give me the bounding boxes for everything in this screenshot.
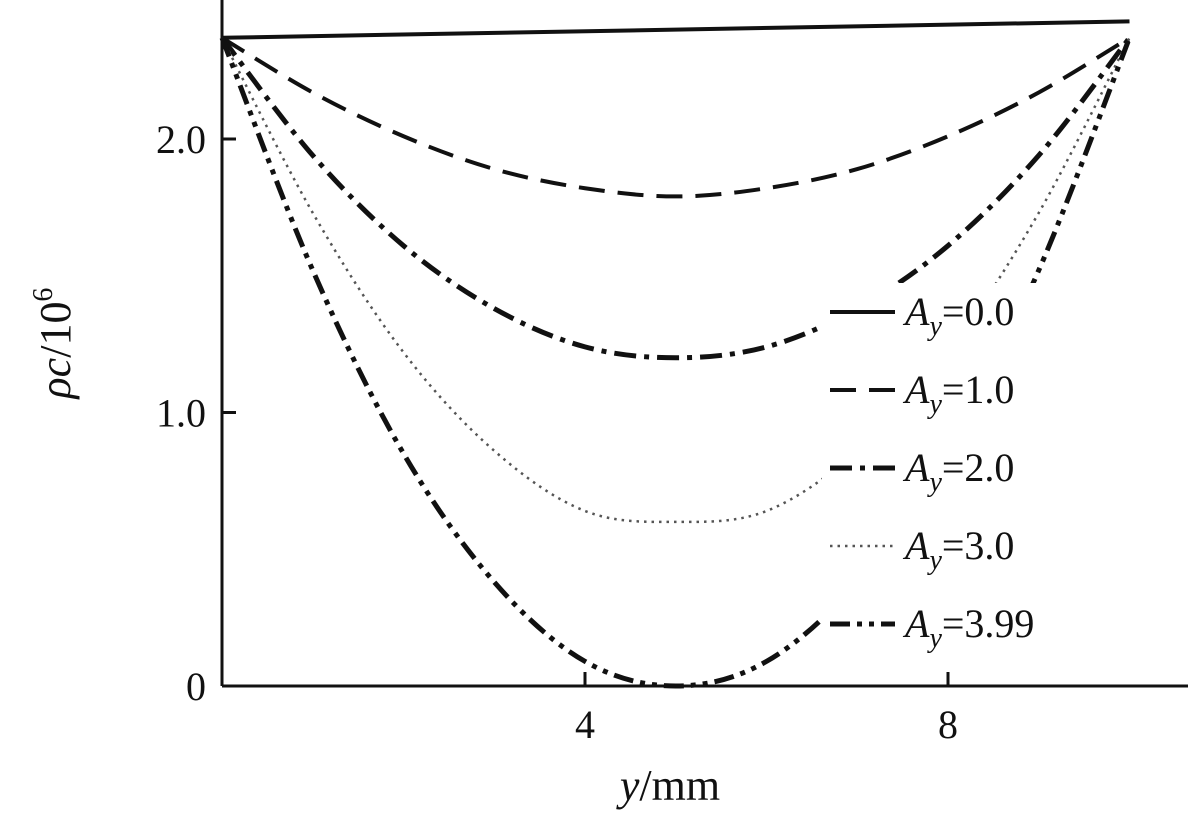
x-tick-label: 4	[575, 702, 595, 747]
series-line	[221, 19, 1130, 40]
y-axis-label: ρc/106	[28, 288, 80, 401]
x-axis-label: y/mm	[616, 761, 720, 810]
y-tick-label: 0	[186, 664, 206, 709]
legend-label: Ay=0.0	[902, 289, 1014, 342]
y-tick-label: 1.0	[156, 391, 206, 436]
y-tick-label: 2.0	[156, 117, 206, 162]
series-line	[220, 36, 1132, 361]
legend-label: Ay=3.0	[902, 523, 1014, 576]
legend-label: Ay=2.0	[902, 445, 1014, 498]
legend-label: Ay=1.0	[902, 367, 1014, 420]
x-tick-label: 8	[938, 702, 958, 747]
legend: Ay=0.0 Ay=1.0 Ay=2.0 Ay=3.0 Ay=3.99	[822, 283, 1084, 654]
series-line	[220, 36, 1131, 199]
series-line	[220, 37, 1131, 524]
legend-label: Ay=3.99	[902, 601, 1034, 654]
axis-ticks: 4 8 0 1.0 2.0	[156, 117, 958, 747]
legend-background	[822, 283, 1084, 621]
